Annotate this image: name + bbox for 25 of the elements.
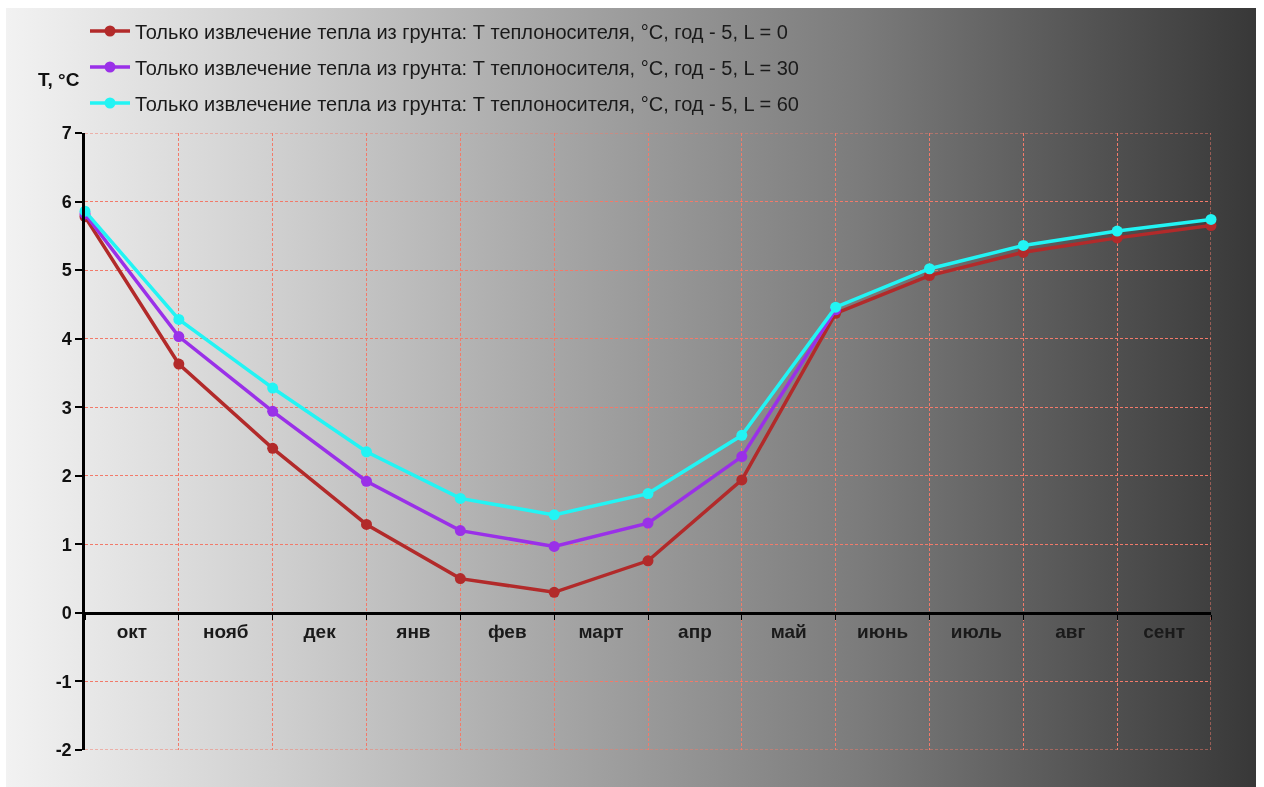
- x-tick-label: апр: [678, 620, 712, 642]
- y-axis-title: T, °C: [38, 69, 80, 90]
- y-tick-label: 2: [61, 466, 72, 487]
- y-tick-label: -2: [55, 740, 72, 761]
- y-tick-label: 0: [61, 603, 72, 624]
- x-tick-label: июнь: [857, 620, 909, 642]
- x-tick-label: дек: [303, 620, 337, 642]
- x-tick-label: март: [578, 620, 624, 642]
- y-tick-label: 3: [61, 397, 72, 418]
- x-tick-label: янв: [395, 620, 431, 642]
- x-tick-label: авг: [1055, 620, 1086, 642]
- legend-label: Только извлечение тепла из грунта: Т теплоносителя, °С, год - 5, L = 60: [135, 92, 799, 115]
- y-tick-label: -1: [55, 671, 72, 692]
- legend-label: Только извлечение тепла из грунта: Т теплоносителя, °С, год - 5, L = 30: [135, 56, 799, 79]
- y-tick-label: 5: [61, 260, 72, 281]
- legend-label: Только извлечение тепла из грунта: Т теплоносителя, °С, год - 5, L = 0: [135, 20, 788, 43]
- x-tick-label: нояб: [202, 620, 249, 642]
- y-tick-label: 1: [61, 534, 72, 555]
- y-tick-label: 7: [61, 123, 72, 144]
- x-tick-label: июль: [950, 620, 1003, 642]
- y-tick-label: 4: [61, 328, 72, 349]
- y-tick-label: 6: [61, 191, 72, 212]
- x-tick-label: май: [770, 620, 807, 642]
- x-tick-label: окт: [116, 620, 148, 642]
- x-tick-label: фев: [487, 620, 527, 642]
